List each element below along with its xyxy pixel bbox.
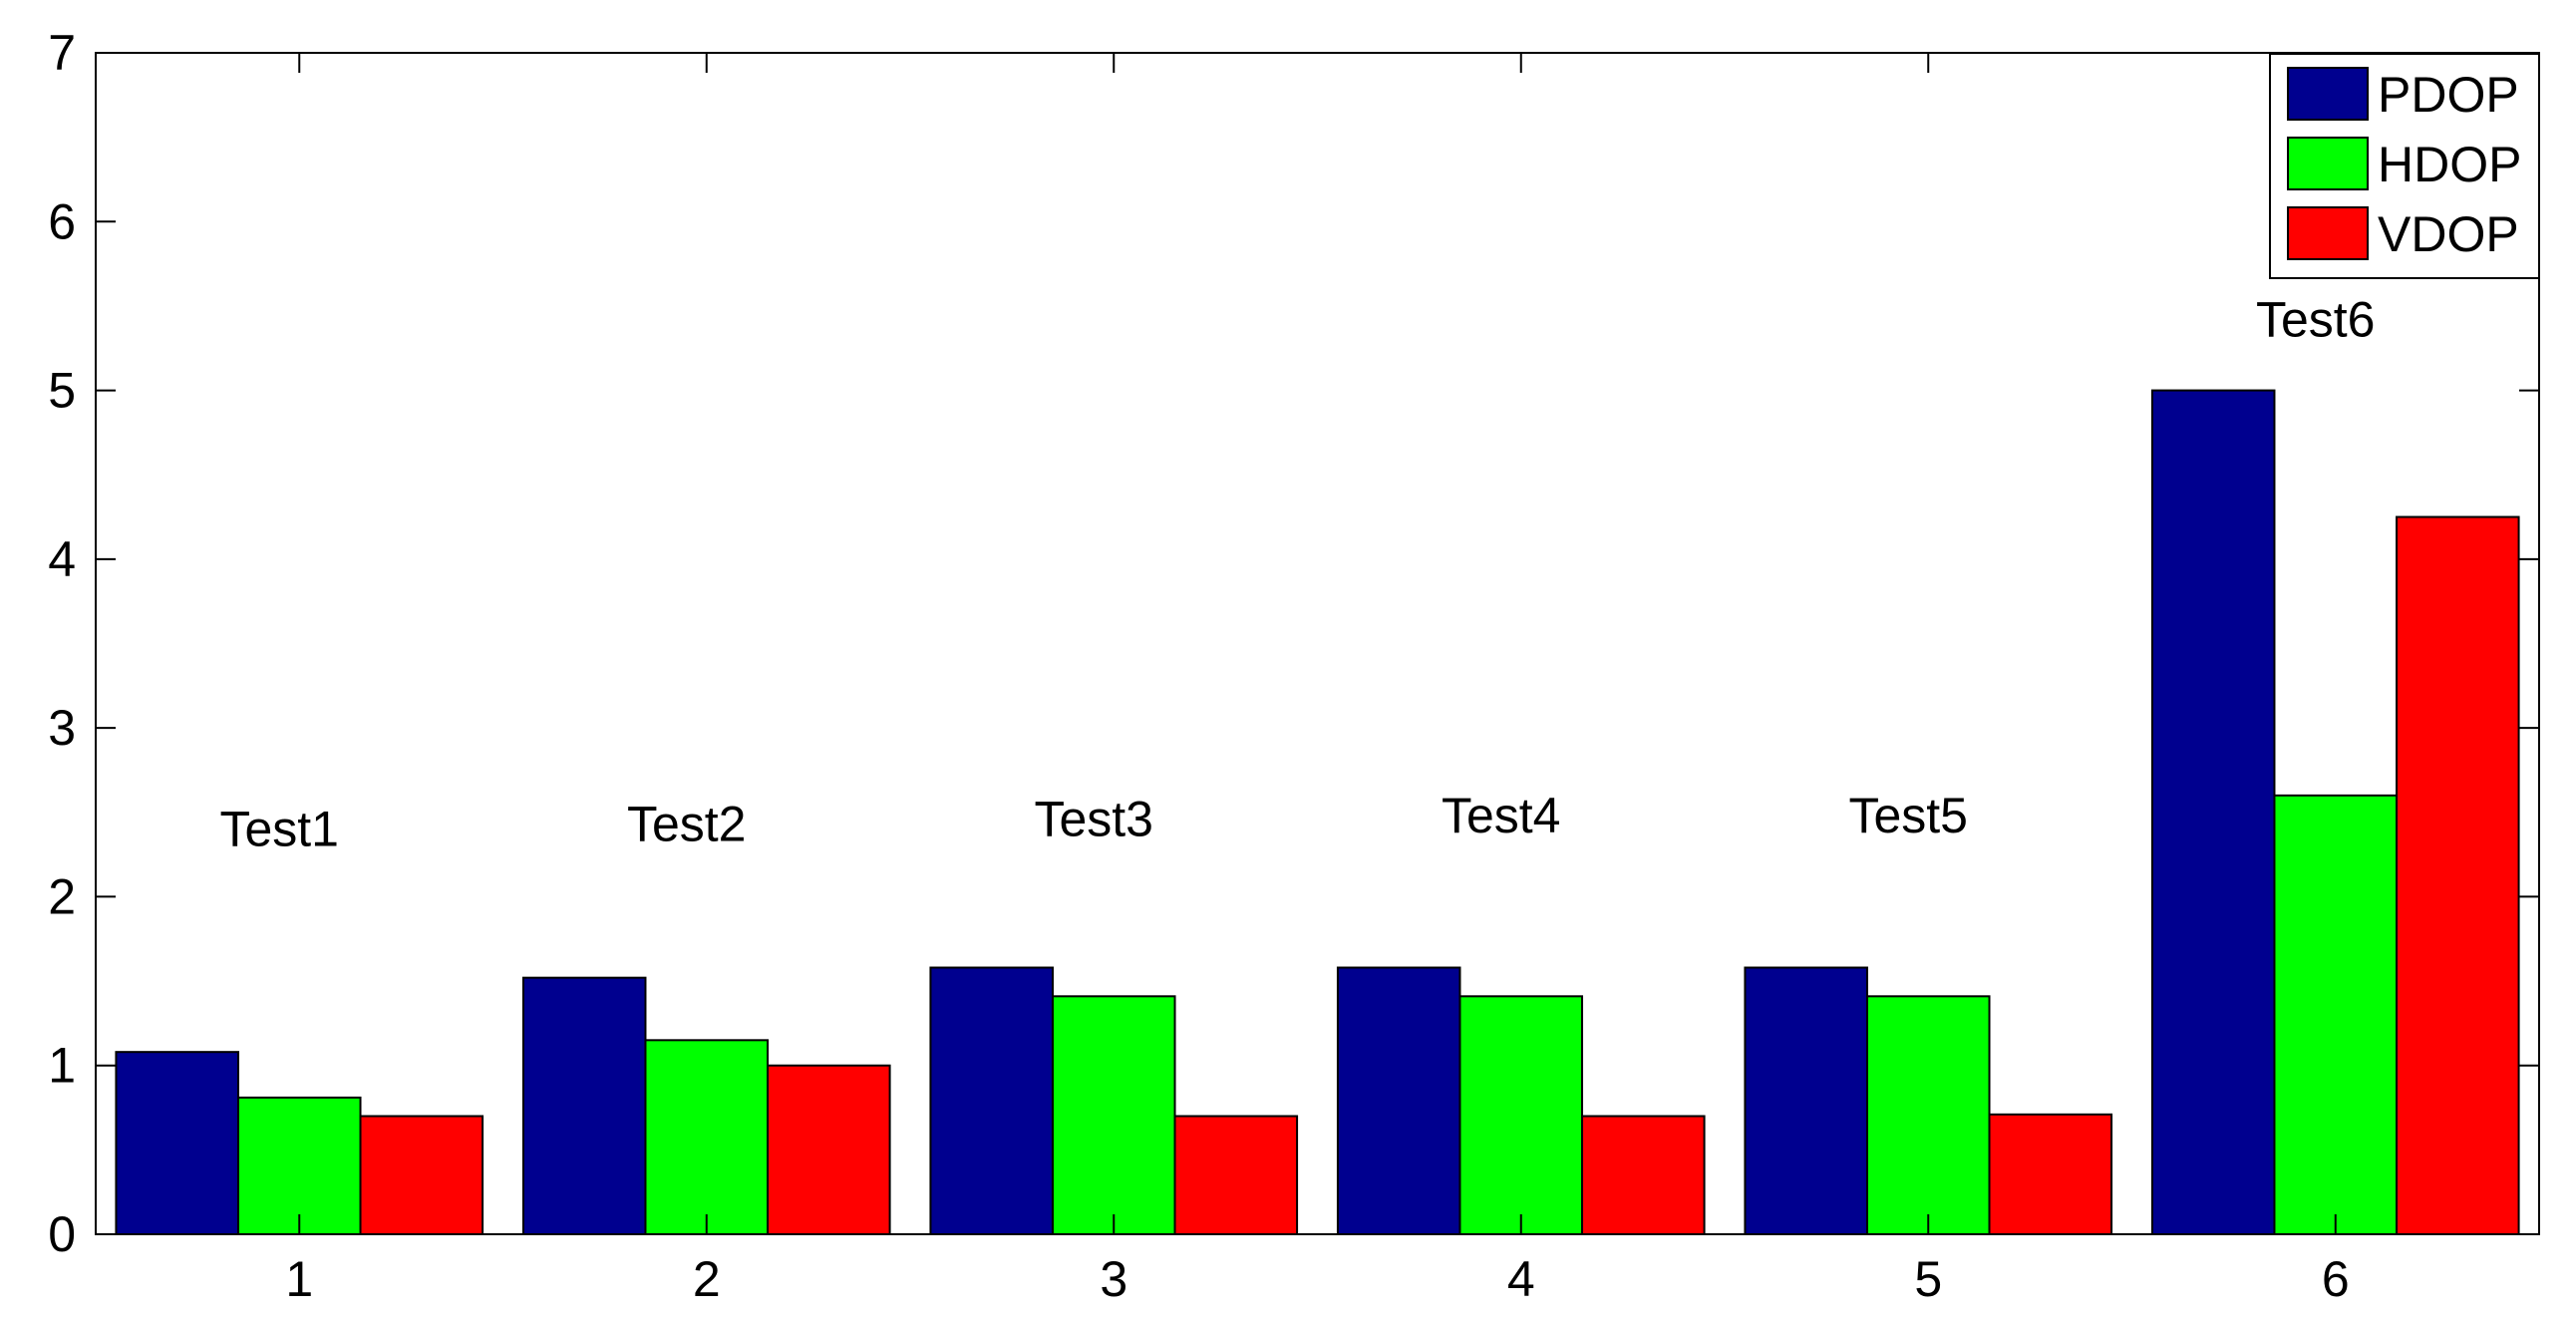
annotation-test3: Test3: [1034, 791, 1153, 846]
bar-hdop-6: [2273, 794, 2399, 1235]
x-tick-label: 1: [285, 1251, 313, 1307]
y-tick-label: 0: [48, 1206, 76, 1262]
bar-vdop-1: [359, 1115, 484, 1235]
y-tick-label: 1: [48, 1038, 76, 1094]
y-tick-label: 7: [48, 25, 76, 81]
y-tick-label: 2: [48, 868, 76, 924]
legend-label-pdop: PDOP: [2378, 67, 2519, 123]
legend-swatch-pdop: [2287, 67, 2369, 121]
bar-hdop-3: [1051, 995, 1176, 1235]
bar-vdop-4: [1581, 1115, 1706, 1235]
annotation-test5: Test5: [1848, 788, 1968, 843]
legend-label-vdop: VDOP: [2378, 206, 2519, 262]
x-tick-label: 6: [2322, 1251, 2350, 1307]
x-tick-label: 4: [1507, 1251, 1535, 1307]
y-tick-label: 6: [48, 193, 76, 249]
x-tick-label: 3: [1100, 1251, 1127, 1307]
bar-hdop-4: [1458, 995, 1584, 1235]
x-tick-label: 2: [693, 1251, 721, 1307]
bar-pdop-3: [929, 966, 1054, 1235]
bar-hdop-1: [236, 1096, 362, 1235]
bar-hdop-2: [644, 1039, 770, 1235]
bar-hdop-5: [1865, 995, 1991, 1235]
x-tick-label: 5: [1914, 1251, 1942, 1307]
legend-label-hdop: HDOP: [2378, 137, 2521, 192]
legend-swatch-hdop: [2287, 137, 2369, 190]
bar-pdop-2: [521, 976, 647, 1236]
legend-swatch-vdop: [2287, 206, 2369, 260]
bar-vdop-3: [1173, 1115, 1299, 1235]
y-tick-label: 5: [48, 363, 76, 419]
plot-frame: [95, 52, 2540, 1235]
annotation-test6: Test6: [2256, 291, 2376, 347]
y-tick-label: 4: [48, 531, 76, 587]
bar-vdop-5: [1988, 1113, 2113, 1235]
bar-pdop-1: [115, 1051, 239, 1235]
y-tick-label: 3: [48, 700, 76, 756]
bar-pdop-6: [2150, 389, 2276, 1236]
annotation-test1: Test1: [219, 802, 339, 857]
annotation-test2: Test2: [627, 797, 747, 852]
annotation-test4: Test4: [1442, 788, 1561, 843]
bar-pdop-5: [1744, 966, 1868, 1235]
bar-vdop-2: [767, 1064, 891, 1235]
bar-vdop-6: [2396, 515, 2520, 1235]
bar-pdop-4: [1336, 966, 1461, 1235]
